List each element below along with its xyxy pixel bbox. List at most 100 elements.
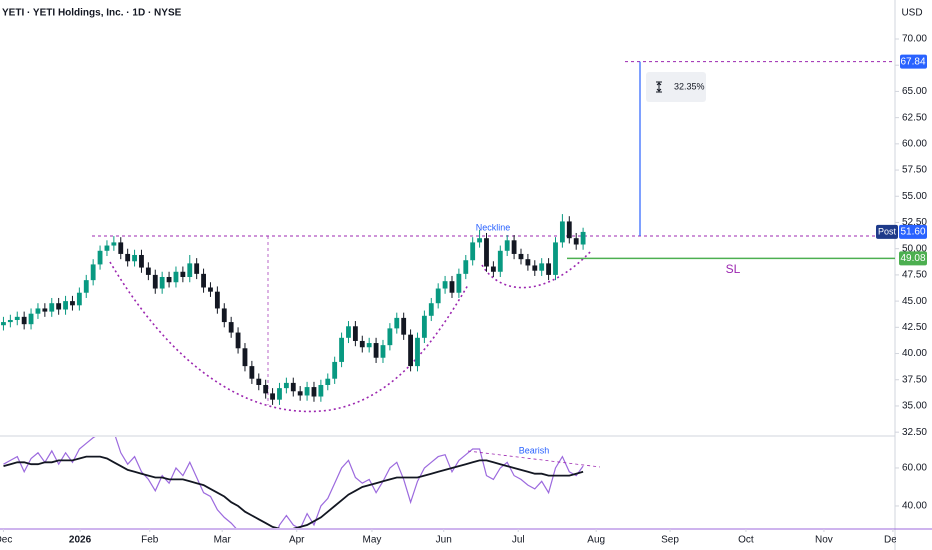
x-tick-label: Oct: [738, 535, 754, 546]
price-pane: [1, 214, 895, 413]
x-tick-label: Nov: [815, 535, 833, 546]
candle-body: [387, 328, 393, 346]
candle-body: [132, 254, 137, 262]
candle-body: [221, 308, 227, 323]
candle-body: [283, 382, 289, 389]
candle-body: [484, 238, 489, 267]
candle-body: [415, 337, 420, 367]
candle-body: [539, 263, 545, 271]
target-price-box: [900, 54, 927, 69]
candle-body: [428, 303, 434, 316]
stop-label: SL: [726, 262, 741, 276]
candle-body: [70, 301, 75, 306]
candle-body: [90, 264, 96, 281]
stop-price-label: 49.08: [900, 253, 925, 264]
candle-body: [456, 273, 462, 293]
candle-body: [332, 361, 338, 379]
candle-body: [263, 384, 269, 394]
candle-body: [118, 242, 124, 254]
candle-body: [553, 242, 558, 275]
candle-body: [1, 322, 6, 326]
candle-body: [35, 308, 41, 314]
candle-body: [359, 340, 365, 348]
currency-label: USD: [901, 8, 922, 19]
candle-body: [580, 231, 586, 245]
candle-body: [201, 273, 206, 288]
x-tick-label: Mar: [214, 535, 232, 546]
candle-body: [373, 343, 379, 358]
candle-body: [111, 242, 117, 246]
candle-body: [318, 384, 324, 397]
last-price-label: 51.60: [900, 227, 925, 238]
y-tick-label: 70.00: [902, 34, 927, 45]
candle-body: [14, 316, 20, 320]
axis-mask: [896, 530, 932, 550]
candle-body: [256, 378, 262, 385]
y-tick-label: 40.00: [902, 501, 927, 512]
session-label: Post: [878, 226, 897, 236]
x-tick-label: Jul: [512, 535, 525, 546]
x-tick-label: Sep: [661, 535, 679, 546]
candle-body: [366, 343, 372, 348]
candle-body: [235, 332, 241, 349]
y-tick-label: 65.00: [902, 86, 927, 97]
candle-body: [21, 316, 27, 325]
x-tick-label: Apr: [289, 535, 305, 546]
candle-body: [435, 288, 441, 304]
candle-body: [194, 263, 200, 274]
y-tick-label: 47.50: [902, 270, 927, 281]
candle-body: [49, 303, 55, 312]
handle-curve: [481, 249, 593, 289]
candle-body: [463, 260, 469, 274]
candle-body: [242, 348, 248, 367]
y-tick-label: 62.50: [902, 112, 927, 123]
candle-body: [346, 326, 351, 338]
candle-body: [166, 276, 172, 283]
candle-body: [511, 240, 517, 254]
candle-body: [339, 337, 344, 362]
candle-body: [566, 221, 572, 239]
candle-body: [63, 301, 68, 310]
x-tick-label: 2026: [69, 535, 92, 546]
divergence-line: [467, 450, 601, 468]
measure-icon: [656, 81, 662, 93]
candle-body: [159, 276, 165, 289]
candle-body: [304, 387, 310, 396]
y-tick-label: 50.00: [902, 243, 927, 254]
y-tick-label: 42.50: [902, 322, 927, 333]
candle-body: [401, 317, 407, 335]
candle-body: [470, 242, 476, 261]
candle-body: [290, 382, 296, 392]
candle-body: [297, 391, 303, 396]
candle-body: [173, 271, 179, 283]
x-tick-label: Feb: [141, 535, 159, 546]
candle-body: [249, 366, 255, 379]
candle-body: [311, 387, 317, 397]
candle-body: [546, 263, 552, 275]
candle-body: [325, 378, 331, 385]
stop-price-box: [899, 251, 927, 266]
y-tick-label: 37.50: [902, 374, 927, 385]
y-tick-label: 55.00: [902, 191, 927, 202]
candle-body: [83, 280, 89, 293]
candle-body: [270, 393, 275, 400]
neckline-label: Neckline: [476, 222, 511, 232]
x-tick-label: May: [362, 535, 381, 546]
candle-body: [394, 317, 400, 329]
candle-body: [352, 326, 358, 341]
candle-body: [449, 281, 455, 293]
candle-body: [518, 253, 524, 260]
candle-body: [277, 388, 282, 400]
y-tick-label: 35.00: [902, 401, 927, 412]
candle-body: [139, 254, 144, 268]
candle-body: [573, 238, 579, 245]
candle-body: [525, 259, 531, 266]
target-price-label: 67.84: [900, 56, 925, 67]
indicator-pane: [3, 437, 601, 528]
candle-body: [442, 281, 448, 289]
chart-title: YETI · YETI Holdings, Inc. · 1D · NYSE: [2, 8, 182, 19]
y-tick-label: 60.00: [902, 463, 927, 474]
y-tick-label: 57.50: [902, 165, 927, 176]
last-price-box: [899, 224, 927, 239]
